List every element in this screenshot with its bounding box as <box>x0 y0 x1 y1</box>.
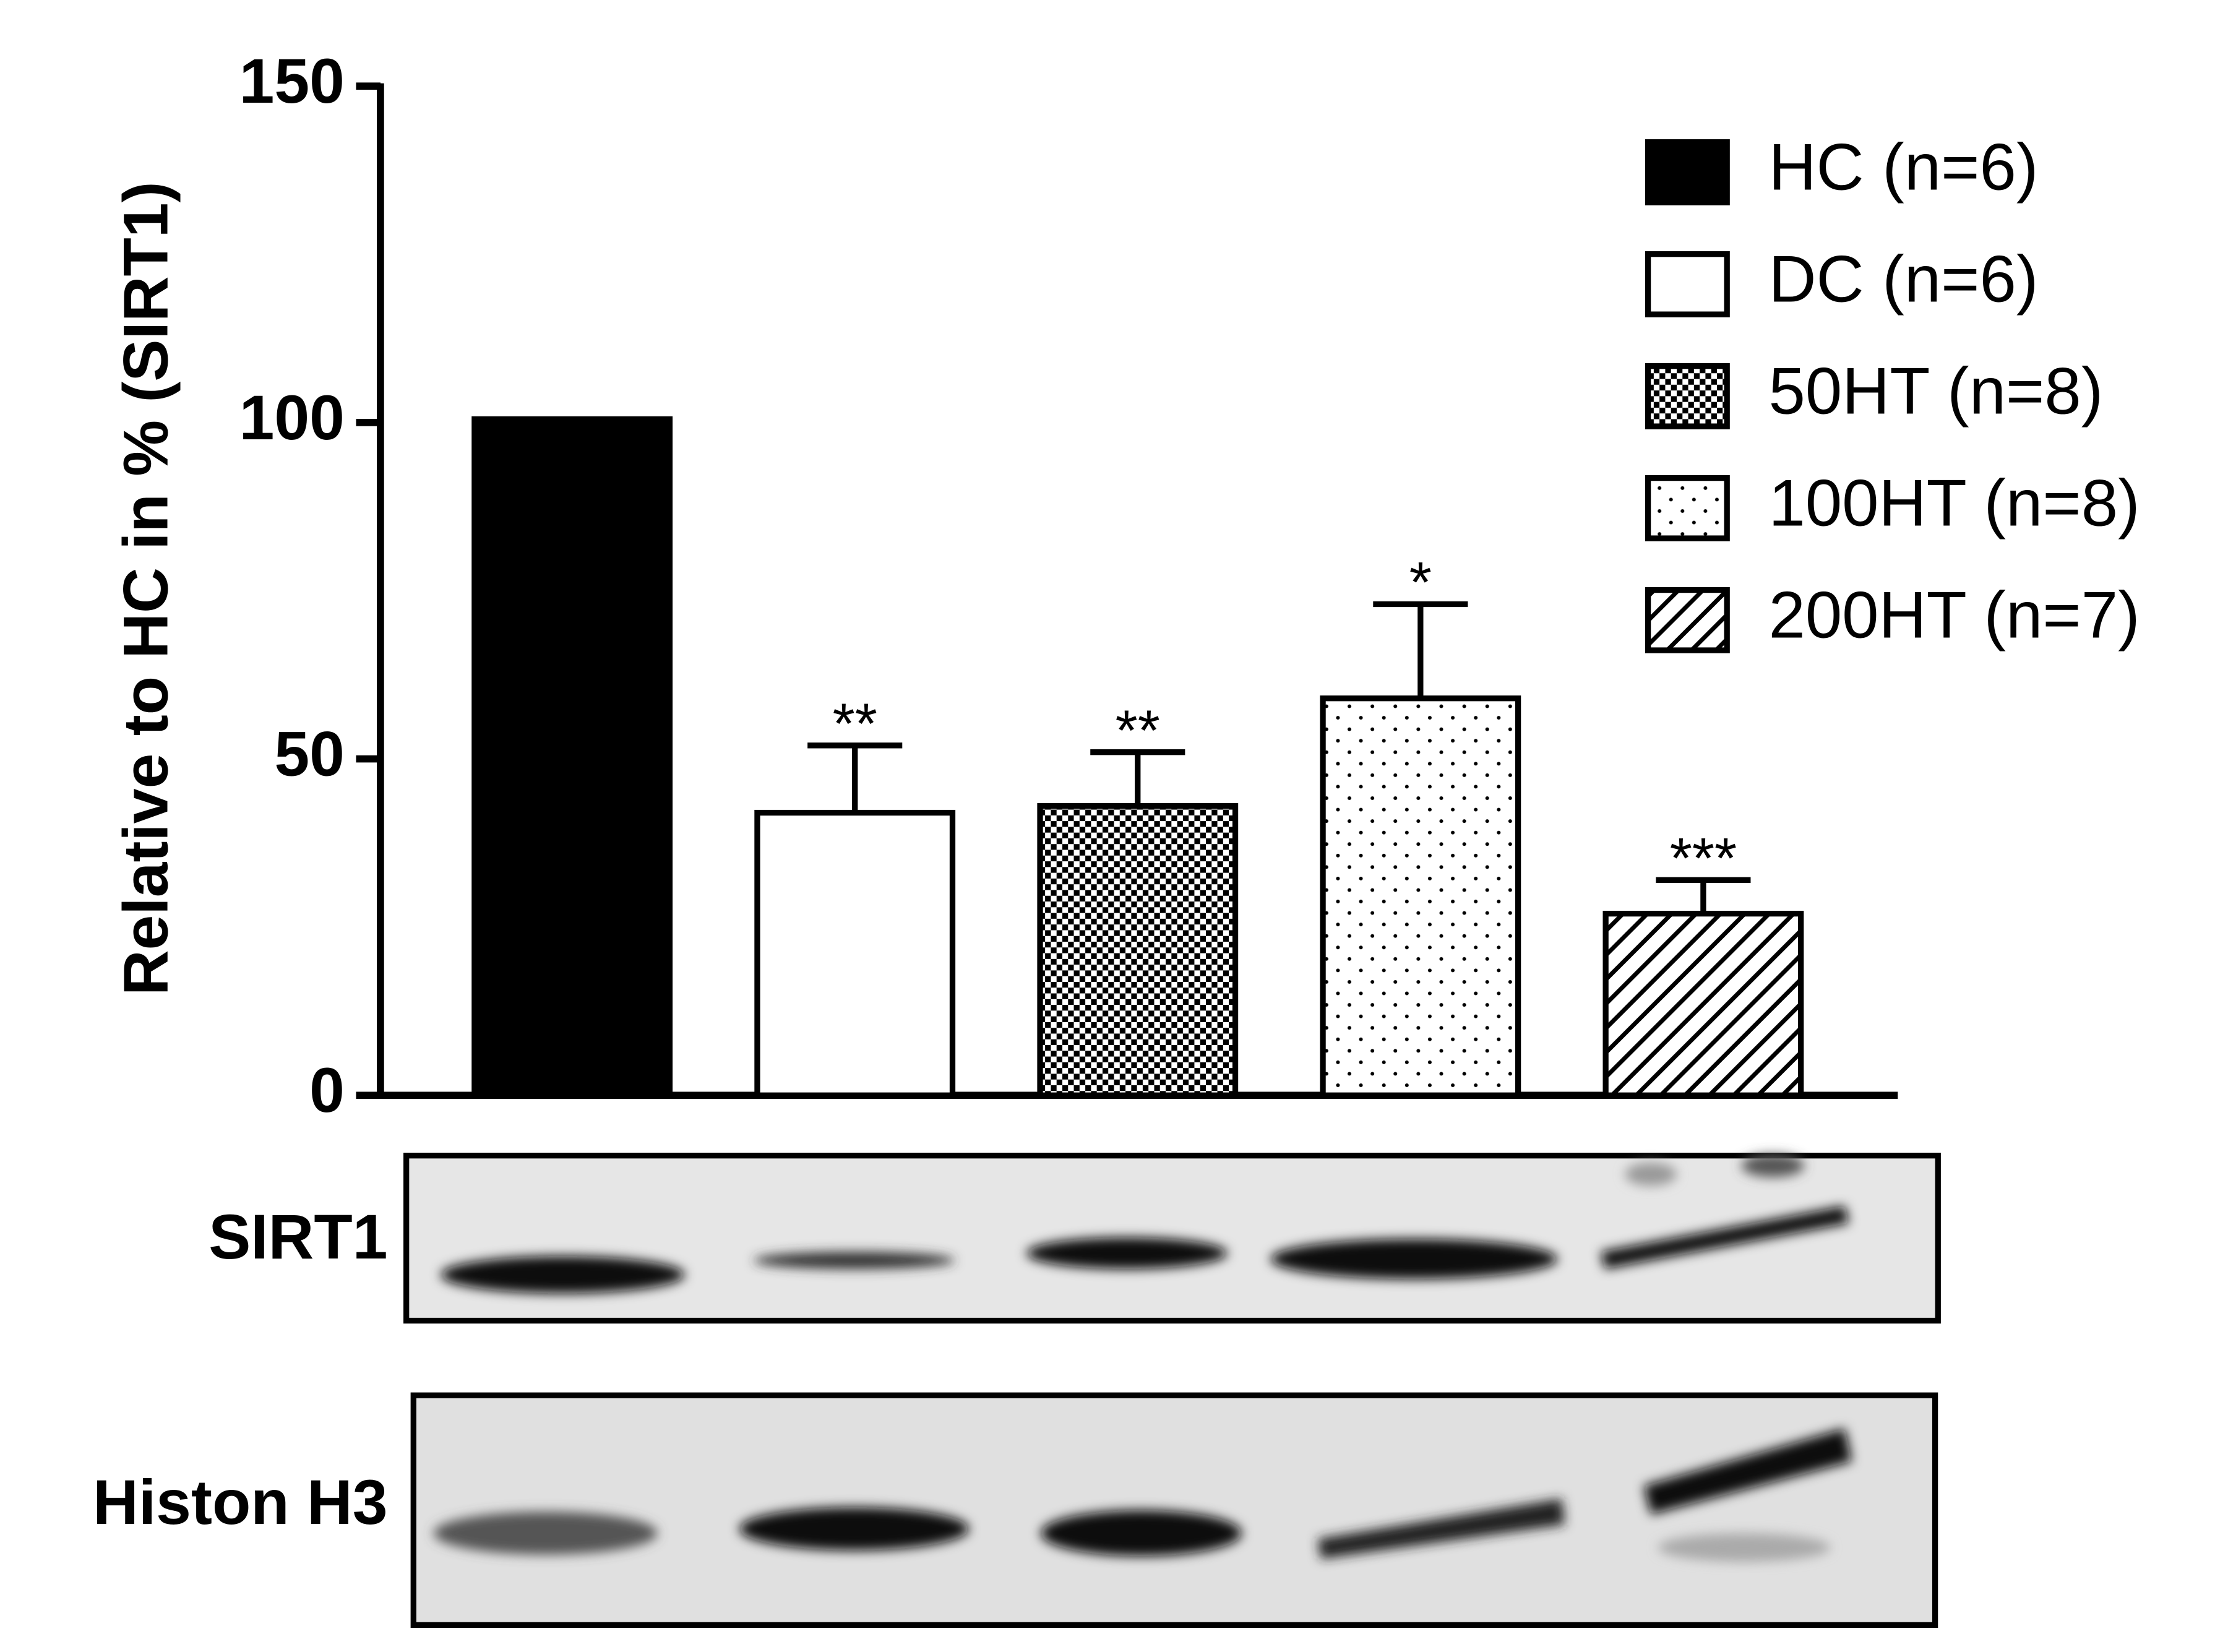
bar <box>1602 911 1804 1098</box>
blot-label: Histon H3 <box>93 1467 387 1538</box>
legend-swatch <box>1645 139 1730 205</box>
y-tick-label: 50 <box>274 719 345 789</box>
error-bar <box>1090 749 1185 806</box>
significance: *** <box>1670 826 1737 890</box>
significance: ** <box>1116 698 1160 762</box>
western-blot-sirt1 <box>403 1153 1941 1324</box>
bar <box>1037 803 1239 1098</box>
y-tick-label: 150 <box>239 46 345 116</box>
error-bar <box>1373 601 1468 699</box>
legend-label: HC (n=6) <box>1768 130 2038 204</box>
bar <box>471 416 673 1098</box>
western-blot-histone <box>410 1392 1938 1628</box>
y-axis-label: Relative to HC in % (SIRT1) <box>111 181 181 996</box>
error-bar <box>807 742 903 813</box>
blot-label: SIRT1 <box>209 1202 387 1272</box>
legend-swatch <box>1645 251 1730 317</box>
legend-label: 200HT (n=7) <box>1768 577 2140 652</box>
significance: ** <box>833 691 877 755</box>
y-tick-label: 0 <box>309 1055 345 1125</box>
legend-swatch <box>1645 475 1730 541</box>
legend-label: 100HT (n=8) <box>1768 466 2140 540</box>
legend-label: DC (n=6) <box>1768 242 2038 316</box>
significance: * <box>1409 550 1432 614</box>
legend-swatch <box>1645 587 1730 653</box>
bar <box>1320 695 1521 1098</box>
bar <box>754 809 956 1098</box>
y-tick-label: 100 <box>239 382 345 453</box>
error-bar <box>1656 877 1751 914</box>
legend-label: 50HT (n=8) <box>1768 354 2103 428</box>
legend-swatch <box>1645 363 1730 429</box>
